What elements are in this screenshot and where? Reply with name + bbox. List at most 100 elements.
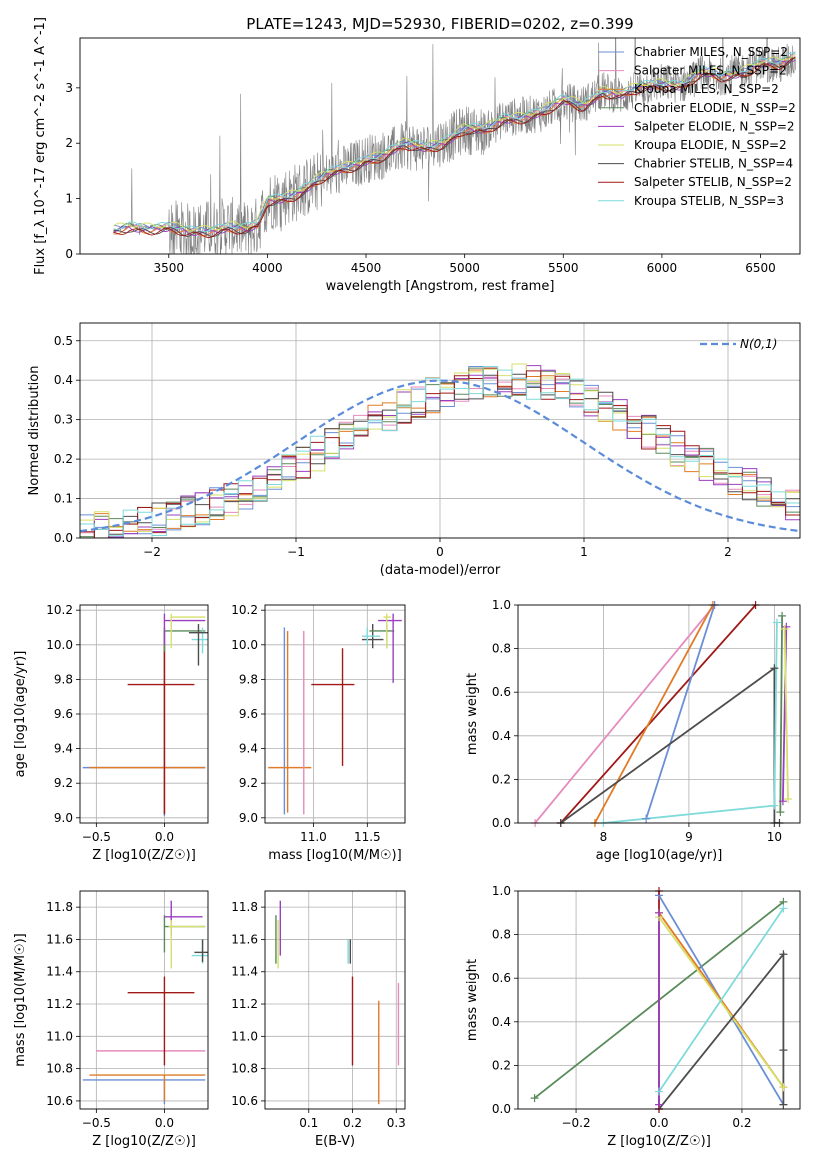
panel-age-vs-weight: 8 9 10 0.0 0.2 0.4 0.6 0.8 1.0 age [log10(age/yr)… [465, 598, 801, 863]
z-vs-weight-marker-chabrier-elodie [530, 1094, 539, 1103]
z-vs-mass-ytick-label: 11.2 [46, 997, 73, 1011]
panel-ebv-vs-mass: 0.1 0.2 0.3 10.6 10.8 11.0 11.2 11.4 11.6 11.8 E(B… [231, 890, 406, 1149]
residuals-xtick-label: −1 [287, 545, 305, 559]
ebv-vs-mass-ytick-label: 11.4 [231, 965, 258, 979]
mass-vs-age-xtick-label: 11.5 [354, 830, 381, 844]
age-vs-weight-marker-chabrier-elodie [778, 611, 787, 620]
age-vs-weight-series-salpeter-stelib [560, 605, 757, 823]
mass-vs-age-ytick-label: 9.8 [239, 672, 258, 686]
histogram-salpeter-stelib [80, 367, 800, 538]
mass-vs-age-plot-area [265, 605, 405, 823]
z-vs-weight-marker-kroupa-elodie [779, 1083, 788, 1092]
age-vs-weight-series-chabrier-miles [645, 605, 716, 819]
z-vs-weight-xlabel: Z [log10(Z/Z☉)] [607, 1134, 711, 1149]
model-line-kroupa-stelib [113, 52, 796, 233]
age-vs-weight-marker-kroupa-stelib [772, 618, 781, 627]
z-vs-age-plot-area [80, 605, 208, 823]
age-vs-weight-frame [517, 604, 801, 824]
residuals-ytick-label: 0.5 [54, 334, 73, 348]
legend-label-chabrier-stelib: Chabrier STELIB, N_SSP=4 [634, 157, 793, 171]
histogram-kroupa-stelib [80, 366, 800, 537]
age-vs-weight-plot-area [518, 605, 800, 823]
spectrum-xtick-label: 3500 [153, 261, 184, 275]
spectrum-ytick-label: 3 [65, 81, 73, 95]
panel-z-vs-age: −0.5 0.0 9.0 9.2 9.4 9.6 9.8 10.0 10.2 Z [log10(Z… [13, 603, 209, 863]
spectrum-xtick-label: 5000 [449, 261, 480, 275]
residuals-ytick-label: 0.0 [54, 531, 73, 545]
residuals-frame [79, 322, 801, 539]
z-vs-age-ytick-label: 10.0 [46, 638, 73, 652]
z-vs-weight-ytick-label: 0.0 [492, 1102, 511, 1116]
z-vs-mass-ytick-label: 10.8 [46, 1062, 73, 1076]
panel-residuals: −2 −1 0 1 2 0.0 0.1 0.2 0.3 0.4 0.5 (data-model)/er… [27, 322, 801, 578]
legend-label-chabrier-elodie: Chabrier ELODIE, N_SSP=2 [634, 101, 796, 115]
mass-vs-age-ytick-label: 10.0 [231, 638, 258, 652]
ebv-vs-mass-ytick-label: 11.0 [231, 1029, 258, 1043]
age-vs-weight-series-chabrier-elodie [779, 615, 783, 813]
z-vs-weight-ytick-label: 1.0 [492, 884, 511, 898]
residuals-ylabel: Normed distribution [27, 366, 42, 496]
z-vs-age-frame [79, 604, 209, 824]
age-vs-weight-marker-kroupa-elodie [780, 624, 789, 633]
z-vs-weight-xtick-label: 0.0 [649, 1116, 668, 1130]
residuals-xtick-label: 0 [436, 545, 444, 559]
spectrum-plot-area [113, 38, 796, 254]
age-vs-weight-ytick-label: 0.6 [492, 685, 511, 699]
residuals-xlabel: (data-model)/error [380, 563, 501, 578]
z-vs-age-ylabel: age [log10(age/yr)] [13, 651, 28, 778]
ebv-vs-mass-ytick-label: 11.2 [231, 997, 258, 1011]
residuals-ytick-label: 0.1 [54, 492, 73, 506]
spectrum-ytick-label: 2 [65, 136, 73, 150]
mass-vs-age-ytick-label: 10.2 [231, 603, 258, 617]
model-line-salpeter-stelib [113, 57, 796, 238]
z-vs-weight-marker-chabrier-stelib [779, 1046, 788, 1055]
spectrum-xtick-label: 4000 [252, 261, 283, 275]
residuals-plot-area [80, 323, 800, 538]
z-vs-weight-xtick-label: −0.2 [561, 1116, 590, 1130]
age-vs-weight-series-kroupa-miles [594, 605, 714, 823]
normal-distribution-curve [80, 379, 800, 533]
mass-vs-age-ytick-label: 9.0 [239, 811, 258, 825]
z-vs-age-ytick-label: 9.8 [54, 672, 73, 686]
age-vs-weight-series-kroupa-elodie [783, 628, 789, 800]
figure-title: PLATE=1243, MJD=52930, FIBERID=0202, z=0… [246, 15, 633, 33]
ebv-vs-mass-frame [264, 890, 406, 1110]
residuals-ytick-label: 0.2 [54, 452, 73, 466]
age-vs-weight-marker-chabrier-miles [642, 814, 651, 823]
model-line-salpeter-miles [113, 54, 796, 235]
z-vs-weight-xtick-label: 0.2 [732, 1116, 751, 1130]
age-vs-weight-ylabel: mass weight [465, 673, 480, 755]
z-vs-weight-marker-kroupa-stelib [779, 904, 788, 913]
ebv-vs-mass-ytick-label: 11.8 [231, 900, 258, 914]
ebv-vs-mass-xtick-label: 0.1 [299, 1116, 318, 1130]
z-vs-mass-plot-area [80, 891, 208, 1109]
z-vs-weight-ytick-label: 0.2 [492, 1058, 511, 1072]
z-vs-mass-ytick-label: 10.6 [46, 1094, 73, 1108]
legend-label-salpeter-stelib: Salpeter STELIB, N_SSP=2 [634, 175, 792, 189]
z-vs-age-xlabel: Z [log10(Z/Z☉)] [92, 848, 196, 863]
z-vs-weight-series-kroupa-elodie [658, 916, 785, 1088]
spectrum-ytick-label: 0 [65, 247, 73, 261]
age-vs-weight-ytick-label: 0.8 [492, 642, 511, 656]
axes-group: 3500 4000 4500 5000 5500 6000 6500 0 1 2 3 waveleng… [13, 17, 801, 1149]
age-vs-weight-marker-kroupa-stelib [770, 801, 779, 810]
residuals-xtick-label: −2 [143, 545, 161, 559]
model-line-salpeter-elodie [113, 59, 796, 236]
age-vs-weight-marker-chabrier-elodie [776, 808, 785, 817]
age-vs-weight-ytick-label: 0.0 [492, 816, 511, 830]
legend-label-chabrier-miles: Chabrier MILES, N_SSP=2 [634, 45, 788, 59]
spectrum-ytick-label: 1 [65, 192, 73, 206]
z-vs-weight-ytick-label: 0.8 [492, 928, 511, 942]
model-line-chabrier-miles [113, 51, 796, 233]
age-vs-weight-xtick-label: 10 [767, 830, 782, 844]
ebv-vs-mass-ytick-label: 10.6 [231, 1094, 258, 1108]
panel-spectrum: 3500 4000 4500 5000 5500 6000 6500 0 1 2 3 waveleng… [33, 17, 801, 294]
legend-label-kroupa-stelib: Kroupa STELIB, N_SSP=3 [634, 194, 784, 208]
z-vs-weight-marker-kroupa-stelib [655, 1087, 663, 1096]
z-vs-weight-plot-area [518, 891, 800, 1109]
z-vs-weight-marker-chabrier-stelib [779, 1100, 788, 1109]
z-vs-mass-ylabel: mass [log10(M/M☉)] [13, 933, 28, 1066]
mass-vs-age-xtick-label: 11.0 [300, 830, 327, 844]
age-vs-weight-marker-salpeter-elodie [782, 622, 791, 631]
spectrum-ylabel: Flux [f_λ 10^-17 erg cm^-2 s^-1 A^-1] [33, 17, 48, 275]
